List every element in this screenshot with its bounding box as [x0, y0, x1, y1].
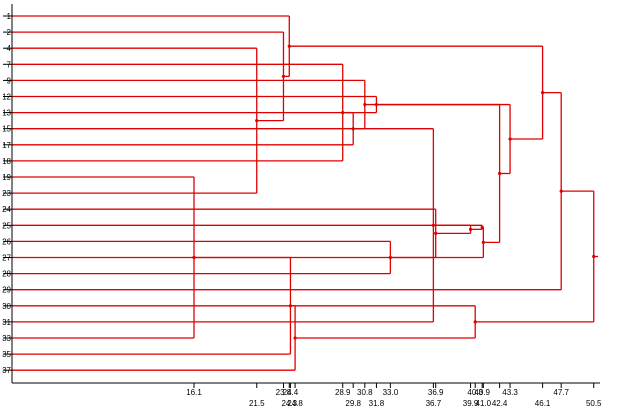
- axis-tick-label: 39.9: [463, 399, 479, 408]
- leaf-label: 25: [2, 221, 11, 230]
- leaf-label: 2: [7, 28, 12, 37]
- axis-tick-label: 46.1: [535, 399, 551, 408]
- leaf-label: 37: [2, 366, 11, 375]
- axis-tick-label: 24.8: [287, 399, 303, 408]
- axis-tick-label: 16.1: [186, 388, 202, 397]
- leaf-label: 19: [2, 173, 11, 182]
- axis-tick-label: 23.8: [276, 388, 292, 397]
- leaf-label: 28: [2, 270, 11, 279]
- axis-tick-label: 40.9: [474, 388, 490, 397]
- axis-tick-label: 42.4: [492, 399, 508, 408]
- leaf-label: 15: [2, 125, 11, 134]
- leaf-label: 24: [2, 205, 11, 214]
- axis-tick-label: 36.9: [428, 388, 444, 397]
- axis-tick-label: 28.9: [335, 388, 351, 397]
- axis-tick-label: 24.3: [281, 399, 297, 408]
- leaf-label: 31: [2, 318, 11, 327]
- leaf-label: 12: [2, 93, 11, 102]
- leaf-label: 9: [7, 76, 12, 85]
- axis-tick-label: 33.0: [383, 388, 399, 397]
- leaf-label: 17: [2, 141, 11, 150]
- leaf-label: 13: [2, 109, 11, 118]
- leaf-label: 35: [2, 350, 11, 359]
- axis-tick-label: 43.3: [502, 388, 518, 397]
- axis-tick-label: 31.8: [369, 399, 385, 408]
- axis-tick-label: 41.0: [476, 399, 492, 408]
- axis-tick-label: 24.4: [283, 388, 299, 397]
- leaf-label: 33: [2, 334, 11, 343]
- leaf-label: 1: [7, 12, 12, 21]
- leaf-label: 30: [2, 302, 11, 311]
- axis-tick-label: 36.7: [426, 399, 442, 408]
- axis-tick-label: 21.5: [249, 399, 265, 408]
- leaf-label: 26: [2, 237, 11, 246]
- axis-tick-label: 47.7: [553, 388, 569, 397]
- axis-tick-label: 50.5: [586, 399, 602, 408]
- axis-tick-label: 30.8: [357, 388, 373, 397]
- axis-tick-label: 29.8: [345, 399, 361, 408]
- leaf-label: 23: [2, 189, 11, 198]
- axis-tick-label: 40.3: [467, 388, 483, 397]
- leaf-label: 29: [2, 286, 11, 295]
- leaf-label: 27: [2, 254, 11, 263]
- leaf-label: 18: [2, 157, 11, 166]
- leaf-label: 7: [7, 60, 12, 69]
- leaf-label: 4: [7, 44, 12, 53]
